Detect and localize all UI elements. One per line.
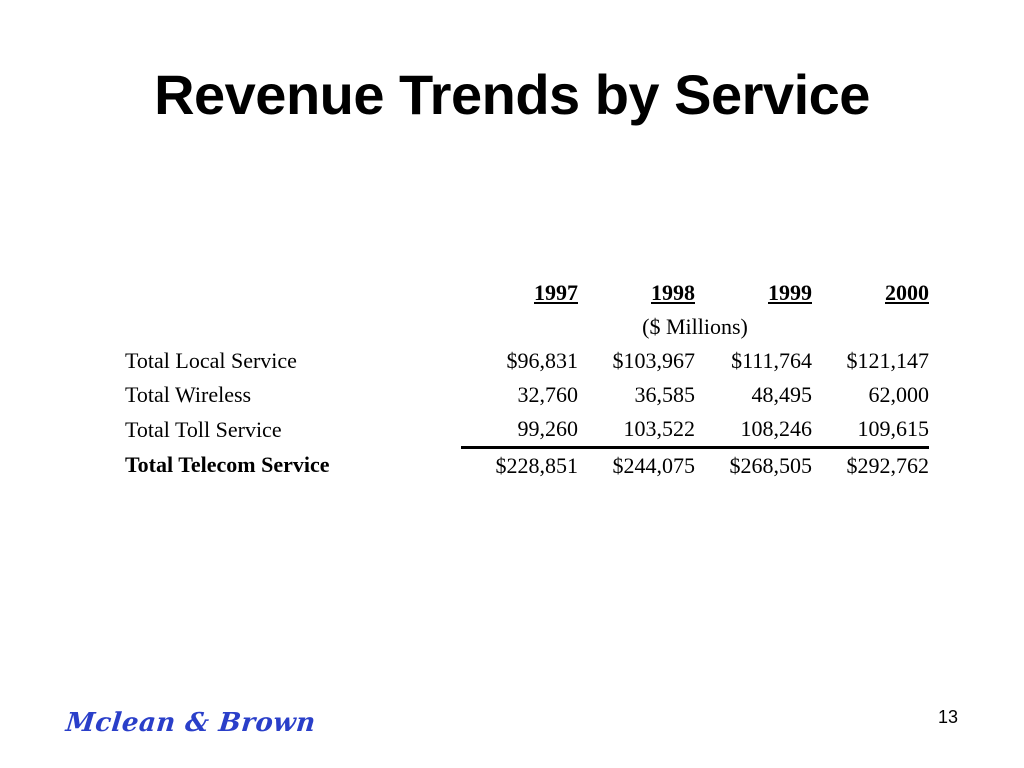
units-row: ($ Millions) [120,310,929,344]
revenue-table: 1997 1998 1999 2000 ($ Millions) Total L… [120,276,929,483]
row-label: Total Local Service [125,348,297,373]
table-row: Total Wireless 32,760 36,585 48,495 62,0… [120,378,929,412]
table-cell: 62,000 [868,382,930,407]
table-cell: $121,147 [846,348,930,373]
table-cell: $96,831 [506,348,579,373]
table-cell: 109,615 [857,416,930,441]
table-cell: 48,495 [751,382,813,407]
year-header-row: 1997 1998 1999 2000 [120,276,929,310]
row-label: Total Toll Service [125,416,282,442]
table-cell: 32,760 [517,382,579,407]
page-number: 13 [938,707,959,727]
table-cell: 99,260 [517,416,579,441]
total-row: Total Telecom Service $228,851 $244,075 … [120,446,929,483]
company-logo: Mclean & Brown [64,708,318,738]
total-label: Total Telecom Service [125,452,330,478]
total-cell: $228,851 [461,446,578,483]
year-header: 1997 [534,280,578,305]
header-blank-cell [120,276,461,310]
year-header: 1999 [768,280,812,305]
table-row: Total Local Service $96,831 $103,967 $11… [120,344,929,378]
table-cell: 108,246 [740,416,813,441]
table-cell: 103,522 [623,416,696,441]
table-row: Total Toll Service 99,260 103,522 108,24… [120,412,929,448]
row-label: Total Wireless [125,382,252,407]
units-label: ($ Millions) [642,314,748,339]
slide-title: Revenue Trends by Service [154,63,870,126]
year-header: 1998 [651,280,695,305]
table-cell: $103,967 [612,348,696,373]
total-cell: $292,762 [812,446,929,483]
total-cell: $244,075 [578,446,695,483]
total-cell: $268,505 [695,446,812,483]
table-cell: 36,585 [634,382,696,407]
table-cell: $111,764 [731,348,812,373]
year-header: 2000 [885,280,929,305]
